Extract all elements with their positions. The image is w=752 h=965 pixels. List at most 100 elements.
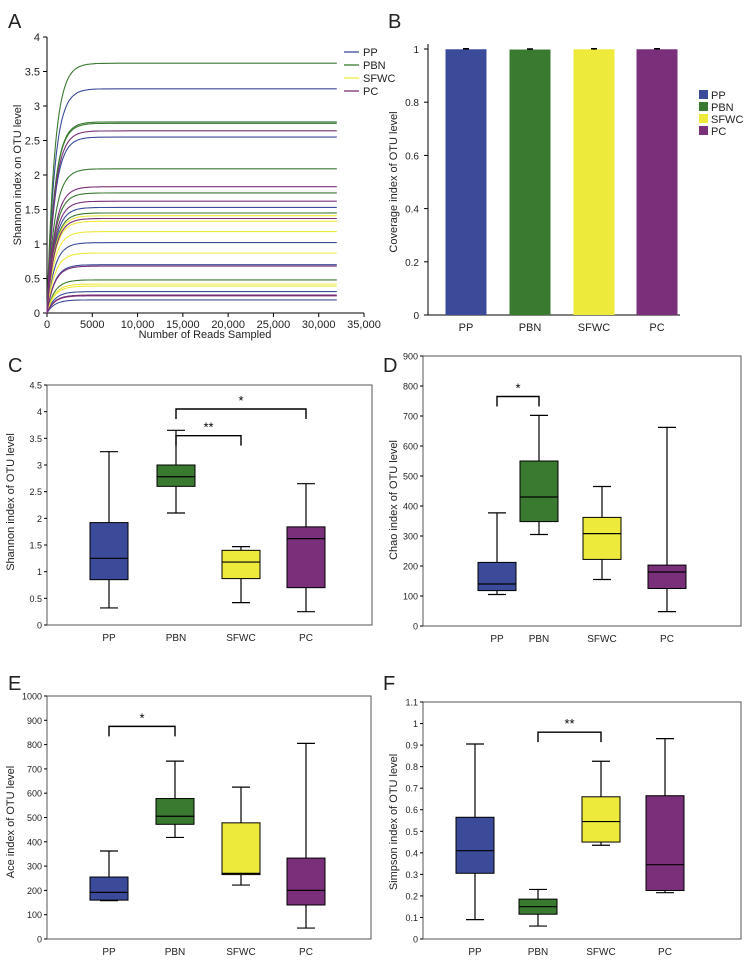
panel-d-box-pp	[477, 561, 517, 592]
panel-c-ytick-label: 2.5	[29, 487, 42, 497]
panel-e-ylabel: Ace index of OTU level	[5, 766, 17, 879]
panel-e-box-pbn	[155, 798, 195, 825]
panel-a-curve-sfwc	[46, 285, 337, 314]
panel-a-curve-pp	[46, 242, 337, 314]
panel-a-ytick-label: 1.5	[25, 205, 40, 217]
panel-c-box-sfwc	[221, 549, 261, 580]
panel-label-e: E	[8, 673, 21, 695]
panel-b-legend-label: PBN	[711, 102, 734, 114]
panel-c-significance-label: *	[238, 393, 243, 408]
panel-a-ytick-label: 1	[34, 239, 40, 251]
panel-a-xtick-label: 30,000	[302, 319, 336, 331]
panel-f-frame	[422, 701, 742, 940]
panel-c-ytick-label: 1.5	[29, 541, 42, 551]
panel-c-ytick-label: 3.5	[29, 434, 42, 444]
panel-a-curve-pbn	[46, 168, 337, 314]
panel-a-ylabel: Shannon index on OTU level	[12, 105, 24, 246]
panel-e-ytick-label: 600	[27, 789, 42, 799]
panel-f-xtick-label: PP	[468, 947, 482, 958]
panel-f-ytick-label: 0	[413, 935, 418, 945]
panel-e-box-pp	[89, 876, 129, 901]
panel-b-ylabel: Coverage index of OTU level	[388, 111, 400, 252]
panel-a-curve-sfwc	[46, 215, 337, 314]
panel-d-ytick-label: 700	[403, 412, 418, 422]
panel-b-legend-label: PP	[711, 90, 726, 102]
panel-c-frame	[46, 384, 373, 626]
panel-e-box-sfwc	[221, 822, 261, 876]
panel-a-curve-pp	[46, 206, 337, 314]
panel-e-xtick-label: PC	[299, 947, 313, 958]
panel-a-curve-pp	[46, 264, 337, 314]
panel-b-bar-sfwc	[573, 49, 615, 316]
panel-b-legend-label: PC	[711, 126, 726, 138]
panel-f-ytick-label: 0.9	[405, 741, 418, 751]
panel-a-xtick-label: 10,000	[121, 319, 155, 331]
panel-a-xtick-label: 0	[44, 319, 50, 331]
panel-b-ytick-label: 0.6	[405, 151, 419, 162]
panel-a-plot: 0 0.5 1 1.5 2 2.5 3 3.5 4 0 5000 10,000 15,000 20,000…	[25, 32, 396, 331]
panel-d-ytick-label: 200	[403, 562, 418, 572]
panel-d-box-pc	[647, 564, 687, 589]
panel-a-curve-pp	[46, 299, 337, 314]
panel-b-ytick-label: 0.8	[405, 98, 419, 109]
panel-b-ytick-label: 0	[413, 311, 419, 322]
panel-c-plot: 00.511.522.533.544.5PP PBN SFWC PC***	[29, 381, 373, 644]
panel-a-curve-sfwc	[46, 220, 337, 314]
panel-e-ytick-label: 200	[27, 886, 42, 896]
panel-a-curve-sfwc	[46, 231, 337, 314]
panel-a-legend-label: PBN	[363, 60, 386, 72]
panel-f-ytick-label: 0.2	[405, 891, 418, 901]
panel-a-xtick-label: 5000	[80, 319, 104, 331]
panel-d-ytick-label: 500	[403, 472, 418, 482]
panel-e: E 0 100 200 300 400 500 600 700 800 900 1000 PP PBN S…	[5, 673, 372, 958]
panel-a: A 0 0.5 1 1.5 2 2.5 3 3.5 4 0 5000 10,000 15,000 20,0…	[8, 11, 395, 341]
panel-e-ytick-label: 1000	[22, 692, 42, 702]
panel-e-xtick-label: PBN	[165, 947, 186, 958]
panel-c: C 00.511.522.533.544.5PP PBN SFWC PC*** Sha…	[5, 355, 373, 644]
panel-d-significance-label: *	[515, 381, 520, 396]
panel-f-ytick-label: 1	[413, 719, 418, 729]
panel-e-ytick-label: 900	[27, 716, 42, 726]
panel-a-curve-pc	[46, 294, 337, 314]
panel-c-xtick-label: PP	[102, 633, 116, 644]
panel-d: D 0 100 200 300 400 500 600 700 800 900 PP PBN SFWC P…	[383, 352, 742, 645]
panel-a-curve-pbn	[46, 122, 337, 314]
panel-a-curve-sfwc	[46, 252, 337, 314]
panel-c-ytick-label: 4.5	[29, 381, 42, 391]
panel-f-xtick-label: SFWC	[586, 947, 615, 958]
panel-f-xtick-label: PC	[658, 947, 672, 958]
panel-label-f: F	[383, 673, 395, 695]
panel-a-curve-pbn	[46, 192, 337, 314]
panel-e-ytick-label: 400	[27, 837, 42, 847]
panel-e-significance-label: *	[139, 710, 144, 725]
panel-c-significance-label: **	[203, 420, 213, 435]
panel-a-xtick-label: 15,000	[166, 319, 200, 331]
panel-a-ytick-label: 0	[34, 308, 40, 320]
panel-c-box-pp	[89, 522, 129, 581]
panel-b-legend-swatch	[699, 114, 708, 123]
panel-e-significance-bracket	[108, 725, 176, 737]
panel-e-xtick-label: SFWC	[226, 947, 255, 958]
panel-d-frame	[422, 355, 742, 627]
panel-f-ytick-label: 1.1	[405, 698, 418, 708]
panel-a-curve-pc	[46, 295, 337, 314]
panel-f-ytick-label: 0.3	[405, 870, 418, 880]
panel-d-ytick-label: 0	[413, 622, 418, 632]
panel-d-xtick-label: PP	[490, 634, 504, 645]
panel-c-ytick-label: 4	[37, 407, 42, 417]
panel-b-legend-swatch	[699, 90, 708, 99]
panel-f-significance-bracket	[537, 731, 602, 743]
panel-c-ytick-label: 3	[37, 461, 42, 471]
panel-b-xtick-label: PBN	[519, 322, 542, 334]
panel-c-box-pbn	[156, 464, 196, 487]
panel-f-ytick-label: 0.1	[405, 913, 418, 923]
panel-b-ytick-label: 0.2	[405, 258, 419, 269]
panel-d-significance-bracket	[496, 395, 540, 407]
panel-f-ylabel: Simpson index of OTU level	[388, 754, 400, 890]
panel-a-curve-pc	[46, 265, 337, 314]
panel-b-legend-swatch	[699, 126, 708, 135]
panel-e-ytick-label: 700	[27, 764, 42, 774]
panel-a-curve-pc	[46, 200, 337, 314]
